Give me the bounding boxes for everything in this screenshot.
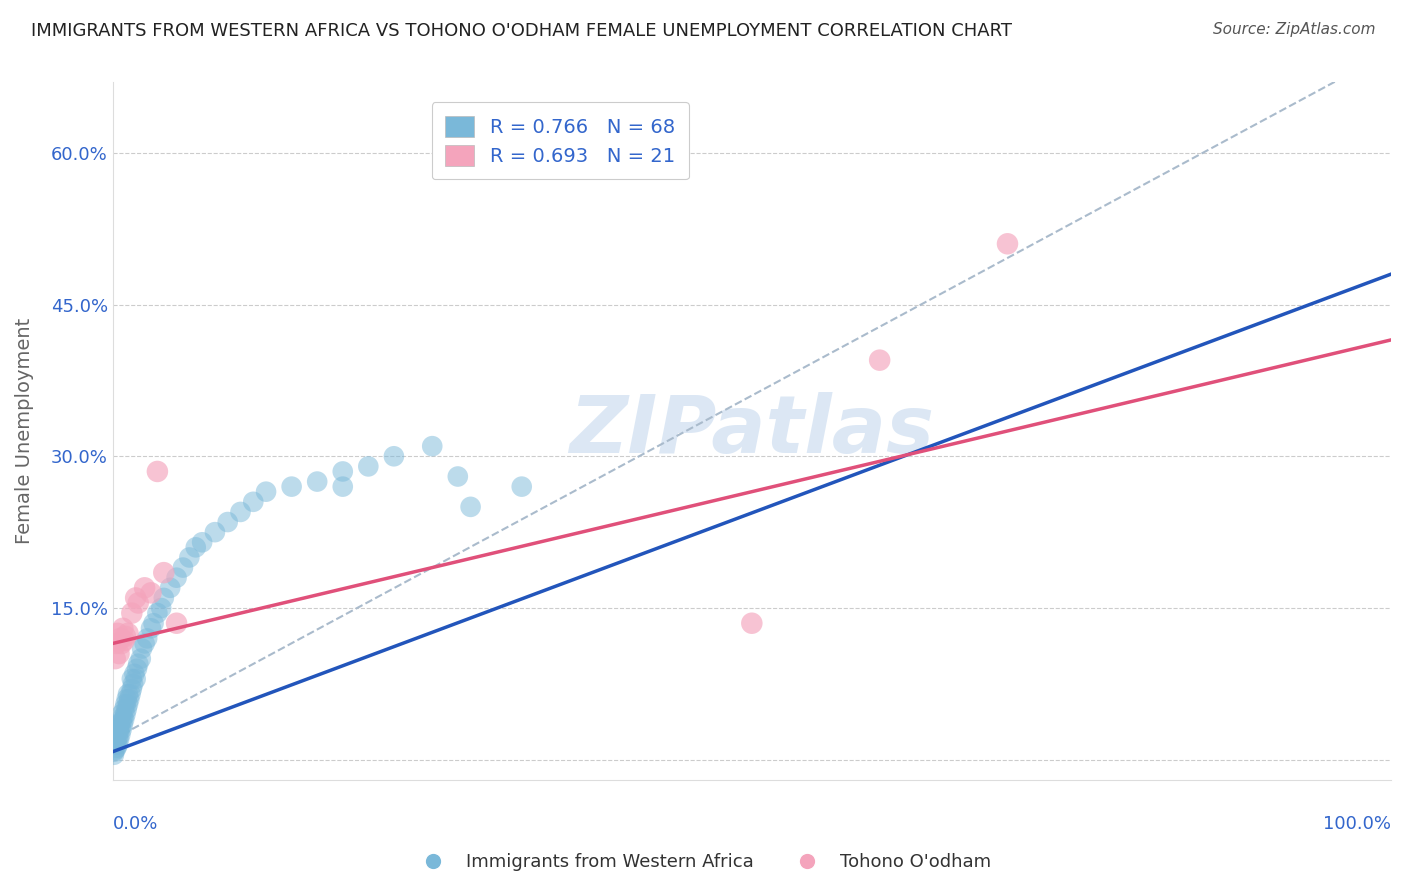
- Point: [115, 692, 138, 706]
- Point: [332, 480, 354, 494]
- Point: [107, 738, 129, 752]
- Point: [217, 515, 239, 529]
- Point: [152, 591, 174, 605]
- Point: [152, 566, 174, 580]
- Point: [105, 740, 128, 755]
- Point: [115, 702, 138, 716]
- Point: [105, 734, 128, 748]
- Point: [997, 236, 1019, 251]
- Point: [122, 677, 145, 691]
- Point: [242, 495, 264, 509]
- Point: [254, 484, 277, 499]
- Legend: Immigrants from Western Africa, Tohono O'odham: Immigrants from Western Africa, Tohono O…: [408, 847, 998, 879]
- Point: [420, 439, 443, 453]
- Point: [382, 450, 405, 464]
- Text: ZIPatlas: ZIPatlas: [569, 392, 935, 470]
- Point: [108, 724, 131, 739]
- Point: [134, 581, 156, 595]
- Point: [117, 697, 139, 711]
- Point: [120, 687, 142, 701]
- Point: [125, 662, 148, 676]
- Point: [124, 666, 146, 681]
- Point: [112, 633, 135, 648]
- Point: [150, 601, 173, 615]
- Point: [134, 636, 156, 650]
- Legend: R = 0.766   N = 68, R = 0.693   N = 21: R = 0.766 N = 68, R = 0.693 N = 21: [432, 102, 689, 179]
- Point: [447, 469, 470, 483]
- Point: [110, 723, 132, 737]
- Point: [105, 636, 128, 650]
- Point: [280, 480, 302, 494]
- Point: [510, 480, 533, 494]
- Point: [869, 353, 891, 368]
- Point: [107, 731, 129, 745]
- Point: [110, 727, 132, 741]
- Point: [204, 525, 226, 540]
- Point: [184, 541, 207, 555]
- Point: [104, 732, 127, 747]
- Point: [103, 745, 125, 759]
- Point: [159, 581, 181, 595]
- Point: [139, 586, 162, 600]
- Point: [114, 707, 136, 722]
- Point: [105, 727, 128, 741]
- Point: [104, 742, 127, 756]
- Point: [117, 626, 139, 640]
- Point: [117, 687, 139, 701]
- Point: [172, 560, 194, 574]
- Point: [139, 621, 162, 635]
- Point: [121, 672, 143, 686]
- Point: [127, 657, 149, 671]
- Text: 100.0%: 100.0%: [1323, 815, 1391, 833]
- Point: [108, 717, 131, 731]
- Point: [107, 626, 129, 640]
- Point: [112, 702, 135, 716]
- Point: [104, 738, 127, 752]
- Point: [114, 697, 136, 711]
- Point: [129, 651, 152, 665]
- Point: [131, 641, 153, 656]
- Point: [111, 717, 134, 731]
- Point: [114, 629, 136, 643]
- Point: [146, 606, 169, 620]
- Point: [112, 712, 135, 726]
- Point: [229, 505, 252, 519]
- Text: 0.0%: 0.0%: [112, 815, 157, 833]
- Point: [142, 616, 165, 631]
- Point: [124, 591, 146, 605]
- Point: [108, 732, 131, 747]
- Text: IMMIGRANTS FROM WESTERN AFRICA VS TOHONO O'ODHAM FEMALE UNEMPLOYMENT CORRELATION: IMMIGRANTS FROM WESTERN AFRICA VS TOHONO…: [31, 22, 1012, 40]
- Point: [191, 535, 214, 549]
- Point: [104, 651, 127, 665]
- Y-axis label: Female Unemployment: Female Unemployment: [15, 318, 34, 544]
- Point: [357, 459, 380, 474]
- Point: [110, 707, 132, 722]
- Point: [179, 550, 201, 565]
- Point: [121, 681, 143, 696]
- Point: [110, 714, 132, 729]
- Point: [127, 596, 149, 610]
- Point: [166, 571, 188, 585]
- Point: [110, 721, 132, 735]
- Text: Source: ZipAtlas.com: Source: ZipAtlas.com: [1212, 22, 1375, 37]
- Point: [107, 723, 129, 737]
- Point: [166, 616, 188, 631]
- Point: [111, 621, 134, 635]
- Point: [307, 475, 329, 489]
- Point: [111, 710, 134, 724]
- Point: [110, 632, 132, 646]
- Point: [460, 500, 482, 514]
- Point: [118, 692, 141, 706]
- Point: [332, 465, 354, 479]
- Point: [124, 672, 146, 686]
- Point: [110, 636, 132, 650]
- Point: [146, 465, 169, 479]
- Point: [121, 606, 143, 620]
- Point: [741, 616, 763, 631]
- Point: [136, 632, 159, 646]
- Point: [108, 647, 131, 661]
- Point: [103, 747, 125, 762]
